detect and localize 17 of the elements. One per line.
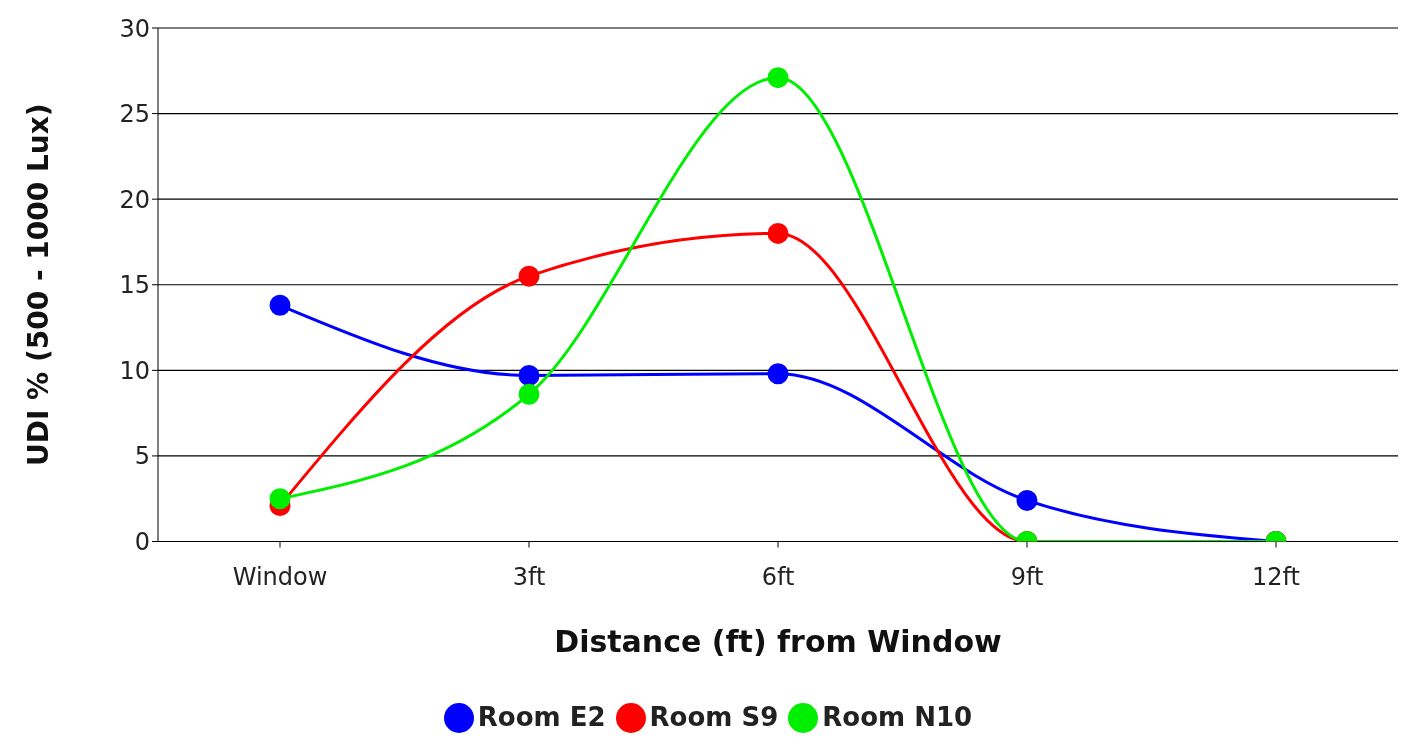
x-tick-label: 6ft	[761, 562, 795, 591]
y-axis-title: UDI % (500 - 1000 Lux)	[21, 103, 55, 467]
x-tick-label: 3ft	[512, 562, 546, 591]
legend-label: Room E2	[477, 701, 606, 732]
y-tick-label: 5	[134, 442, 150, 471]
y-tick-label: 30	[119, 14, 150, 43]
legend-label: Room S9	[649, 701, 779, 732]
x-tick-label: Window	[232, 562, 328, 591]
y-tick-label: 25	[119, 100, 150, 129]
x-axis-title: Distance (ft) from Window	[554, 623, 1002, 659]
x-tick-label: 12ft	[1252, 562, 1300, 591]
legend-label: Room N10	[822, 701, 973, 732]
x-tick-label: 9ft	[1010, 562, 1044, 591]
y-tick-label: 10	[119, 356, 150, 385]
y-tick-label: 0	[134, 528, 150, 557]
y-tick-label: 20	[119, 185, 150, 214]
y-tick-label: 15	[119, 271, 150, 300]
